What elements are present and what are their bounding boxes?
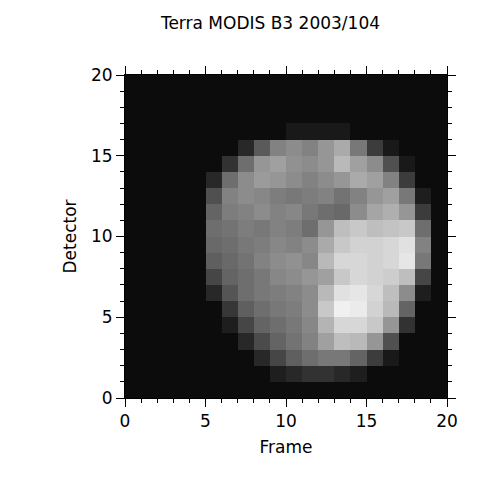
svg-text:15: 15 xyxy=(91,146,113,166)
svg-text:0: 0 xyxy=(120,411,131,431)
svg-text:10: 10 xyxy=(91,226,113,246)
svg-text:5: 5 xyxy=(102,307,113,327)
svg-text:Terra MODIS B3 2003/104: Terra MODIS B3 2003/104 xyxy=(160,13,380,33)
svg-text:5: 5 xyxy=(200,411,211,431)
svg-text:10: 10 xyxy=(275,411,297,431)
svg-text:Detector: Detector xyxy=(60,199,80,273)
svg-text:0: 0 xyxy=(102,388,113,408)
svg-text:Frame: Frame xyxy=(260,437,313,457)
svg-text:20: 20 xyxy=(91,65,113,85)
svg-text:20: 20 xyxy=(436,411,458,431)
svg-text:15: 15 xyxy=(356,411,378,431)
